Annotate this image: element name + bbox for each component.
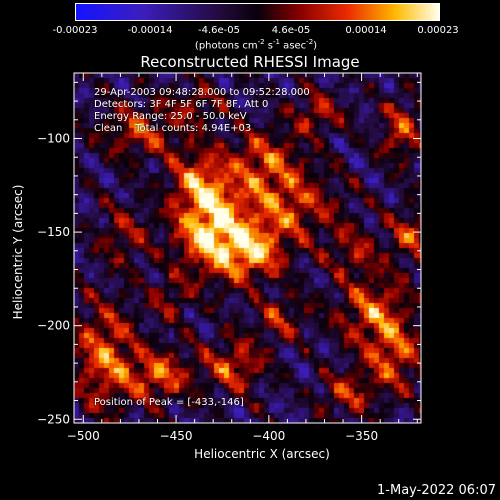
colorbar-tick-2: -0.00014 — [127, 25, 173, 36]
colorbar-tick-1: -0.00023 — [52, 25, 98, 36]
colorbar — [75, 3, 440, 21]
y-tick-label: −150 — [37, 225, 70, 239]
x-tick-label: −400 — [252, 429, 285, 443]
colorbar-gradient — [75, 3, 440, 21]
info-peak-position: Position of Peak = [-433,-146] — [94, 397, 244, 408]
heatmap-image — [74, 73, 421, 423]
y-tick-label: −100 — [37, 132, 70, 146]
colorbar-tick-6: 0.00023 — [417, 25, 459, 36]
info-energy-range: Energy Range: 25.0 - 50.0 keV — [94, 111, 247, 122]
colorbar-tick-3: -4.6e-05 — [198, 25, 240, 36]
footer-date: 1-May-2022 06:07 — [377, 483, 496, 498]
colorbar-unit-label: (photons cm-2 s-1 asec-2) — [194, 38, 318, 52]
x-tick-label: −350 — [345, 429, 378, 443]
x-axis-label: Heliocentric X (arcsec) — [194, 447, 330, 461]
colorbar-tick-4: 4.6e-05 — [271, 25, 311, 36]
x-tick-label: −500 — [67, 429, 100, 443]
x-axis: −500 −450 −400 −350 — [67, 73, 418, 443]
info-detectors: Detectors: 3F 4F 5F 6F 7F 8F, Att 0 — [94, 99, 269, 110]
y-tick-label: −250 — [37, 412, 70, 426]
plot-frame — [73, 72, 422, 424]
x-tick-label: −450 — [160, 429, 193, 443]
y-axis-label: Heliocentric Y (arcsec) — [11, 184, 25, 320]
info-total-counts: Clean Total counts: 4.94E+03 — [94, 123, 252, 134]
chart-title: Reconstructed RHESSI Image — [140, 53, 360, 71]
colorbar-tick-5: 0.00014 — [345, 25, 387, 36]
info-time-range: 29-Apr-2003 09:48:28.000 to 09:52:28.000 — [94, 87, 310, 98]
y-axis: −100 −150 −200 −250 — [37, 81, 421, 426]
y-tick-label: −200 — [37, 319, 70, 333]
